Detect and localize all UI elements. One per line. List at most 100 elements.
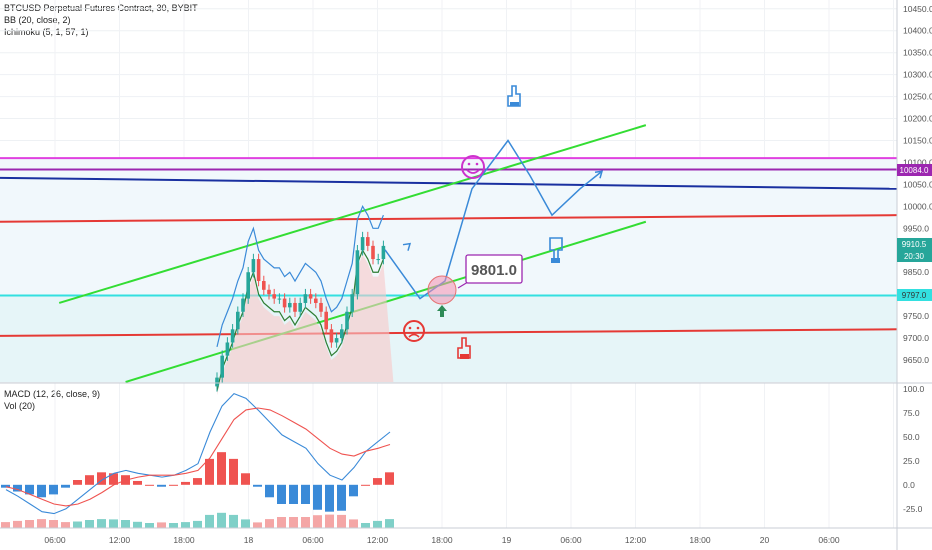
macd-histogram-bar xyxy=(313,484,322,510)
candle-body xyxy=(267,289,271,295)
time-axis-label: 06:00 xyxy=(44,535,66,545)
candle-body xyxy=(340,329,344,339)
volume-bar xyxy=(25,520,34,528)
macd-histogram-bar xyxy=(337,484,346,511)
volume-bar xyxy=(229,514,238,528)
price-tag-last-bg xyxy=(897,238,932,262)
volume-bar xyxy=(169,523,178,528)
hand-pointer-up-icon xyxy=(507,85,521,107)
trendline-red-upper xyxy=(0,214,898,223)
volume-bar xyxy=(385,519,394,528)
volume-bar xyxy=(313,515,322,528)
price-axis-label: 10050.0 xyxy=(903,179,932,189)
trendline-blue xyxy=(0,176,898,190)
macd-histogram-bar xyxy=(301,484,310,504)
volume-bar xyxy=(349,519,358,528)
macd-histogram-bar xyxy=(325,484,334,512)
candle-body xyxy=(324,311,328,330)
ichimoku-cloud xyxy=(217,254,394,396)
price-axis-label: 10150.0 xyxy=(903,136,932,146)
macd-histogram-bar xyxy=(1,484,10,488)
macd-histogram-bar xyxy=(157,484,166,487)
candle-body xyxy=(277,298,282,300)
price-axis-label: 10100.0 xyxy=(903,157,932,167)
price-axis-label: 10450.0 xyxy=(903,4,932,14)
candle-body xyxy=(293,302,297,312)
volume-bar xyxy=(49,520,58,528)
projected-arrowhead xyxy=(402,242,412,251)
volume-bar xyxy=(1,522,10,528)
vol-indicator-label[interactable]: Vol (20) xyxy=(4,401,36,411)
price-tags[interactable]: 10084.0 9910.5 20:30 9797.0 xyxy=(897,164,932,301)
macd-histogram-bar xyxy=(109,473,118,485)
trendline-red-lower xyxy=(0,328,898,337)
trendline-channel-upper xyxy=(58,124,647,304)
macd-axis-label: 75.0 xyxy=(903,408,920,418)
macd-histogram-bar xyxy=(169,484,178,486)
hand-pointer-down-icon xyxy=(549,237,563,263)
target-label-box[interactable] xyxy=(465,254,523,284)
hand-pointer-red-icon xyxy=(457,337,471,359)
macd-histogram-bar xyxy=(205,458,214,485)
macd-axis-label: 100.0 xyxy=(903,384,925,394)
volume-bar xyxy=(121,520,130,528)
price-tag-cyan: 9797.0 xyxy=(902,291,927,300)
candle-body xyxy=(256,259,261,282)
price-axis-label: 10300.0 xyxy=(903,70,932,80)
time-axis-label: 18:00 xyxy=(431,535,453,545)
macd-histogram-bar xyxy=(37,484,46,498)
price-axis-label: 9700.0 xyxy=(903,333,929,343)
volume-bar xyxy=(361,523,370,528)
candle-body xyxy=(220,355,224,378)
candle-body xyxy=(246,272,250,299)
macd-indicator-label[interactable]: MACD (12, 26, close, 9) xyxy=(4,389,101,399)
candle-body xyxy=(319,302,323,312)
candle-body xyxy=(272,294,276,299)
candle-body xyxy=(262,281,266,290)
macd-histogram-bar xyxy=(13,484,22,492)
macd-histogram-bar xyxy=(49,484,58,495)
volume-bar xyxy=(217,512,226,528)
volume-bar xyxy=(289,517,298,528)
macd-axis-label: 0.0 xyxy=(903,480,915,490)
volume-bar xyxy=(241,519,250,528)
chart-shade-lower xyxy=(0,295,897,382)
target-circle[interactable] xyxy=(427,275,457,305)
candle-body xyxy=(376,259,380,261)
ichimoku-indicator-label[interactable]: Ichimoku (5, 1, 57, 1) xyxy=(4,27,89,37)
price-axis-label: 10400.0 xyxy=(903,26,932,36)
macd-histogram-bar xyxy=(229,458,238,485)
volume-bar xyxy=(205,514,214,528)
drawings[interactable]: 9801.0 xyxy=(403,85,563,359)
candle-body xyxy=(381,245,386,260)
price-tag-upper: 10084.0 xyxy=(900,166,929,175)
bb-indicator-label[interactable]: BB (20, close, 2) xyxy=(4,15,71,25)
macd-histogram-bar xyxy=(133,480,142,485)
candle-body xyxy=(225,342,230,356)
macd-histogram-bar xyxy=(217,452,226,485)
sad-face-icon xyxy=(403,320,425,342)
volume-bar xyxy=(109,519,118,528)
horizontal-levels[interactable] xyxy=(0,124,898,383)
macd-histogram-bar xyxy=(97,472,106,485)
time-axis-label: 06:00 xyxy=(560,535,582,545)
volume-bar xyxy=(85,520,94,528)
macd-histogram-bar xyxy=(145,484,154,486)
candle-body xyxy=(350,294,354,312)
macd-histogram-bar xyxy=(61,484,70,488)
green-up-arrow-icon xyxy=(437,305,447,317)
macd-histogram-bar xyxy=(361,484,370,486)
candle-body xyxy=(308,294,313,299)
macd-histogram-bar xyxy=(181,481,190,485)
macd-pane[interactable] xyxy=(1,392,394,528)
macd-histogram-bar xyxy=(265,484,274,498)
time-axis-label: 12:00 xyxy=(109,535,131,545)
candle-body xyxy=(371,245,375,260)
price-axis-label: 10200.0 xyxy=(903,114,932,124)
price-axis-label: 9650.0 xyxy=(903,355,929,365)
volume-bar xyxy=(61,522,70,528)
macd-axis-label: 25.0 xyxy=(903,456,920,466)
price-axis-label: 10350.0 xyxy=(903,48,932,58)
price-axis-label: 10000.0 xyxy=(903,201,932,211)
